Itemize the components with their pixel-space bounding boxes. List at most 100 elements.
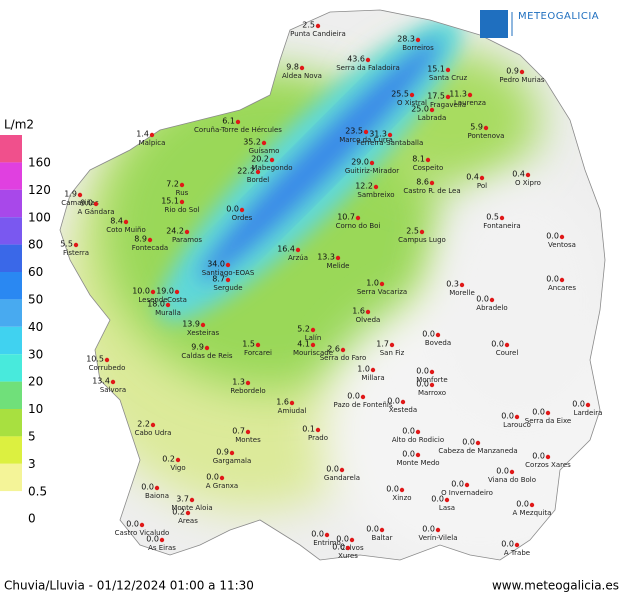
station-dot — [299, 65, 305, 71]
station-dot — [389, 342, 395, 348]
station-value: 0.0 — [146, 535, 159, 544]
station-name: Fontecada — [132, 244, 168, 252]
station-name: Bordel — [247, 176, 270, 184]
station-dot — [93, 201, 99, 207]
station-name: Entrimo — [313, 539, 341, 547]
station-dot — [204, 345, 210, 351]
station-dot — [185, 510, 191, 516]
station-dot — [445, 67, 451, 73]
legend-label: 10 — [28, 402, 43, 416]
legend-swatch — [0, 299, 22, 327]
caption: Chuvia/Lluvia - 01/12/2024 01:00 a 11:30 — [4, 579, 254, 593]
station-value: 28.3 — [397, 35, 415, 44]
station-dot — [370, 367, 376, 373]
station-dot — [310, 327, 316, 333]
station-value: 15.1 — [427, 65, 445, 74]
station-dot — [483, 125, 489, 131]
station-value: 1.6 — [276, 398, 289, 407]
station-value: 9.8 — [286, 63, 299, 72]
station-value: 13.3 — [317, 253, 335, 262]
station-dot — [261, 140, 267, 146]
legend-label: 50 — [28, 293, 43, 307]
station-name: Monte Medo — [396, 459, 439, 467]
station-name: Arzúa — [288, 254, 308, 262]
station-value: 8.6 — [416, 178, 429, 187]
station-dot — [545, 410, 551, 416]
station-value: 0.0 — [226, 205, 239, 214]
legend-swatch — [0, 189, 22, 218]
station-value: 29.0 — [351, 158, 369, 167]
station-dot — [444, 497, 450, 503]
station-value: 0.0 — [501, 412, 514, 421]
legend-swatch — [0, 436, 22, 464]
station-value: 2.2 — [137, 420, 150, 429]
station-name: Fisterra — [63, 249, 89, 257]
station-value: 0.4 — [512, 170, 525, 179]
station-value: 0.0 — [451, 480, 464, 489]
station-dot — [239, 207, 245, 213]
station-name: Millara — [361, 374, 384, 382]
station-dot — [360, 394, 366, 400]
station-value: 23.5 — [345, 127, 363, 136]
legend-swatch — [0, 409, 22, 437]
station-dot — [363, 129, 369, 135]
station-dot — [174, 289, 180, 295]
station-dot — [104, 357, 110, 363]
legend-label: 0.5 — [28, 484, 47, 498]
station-dot — [77, 192, 83, 198]
station-dot — [139, 522, 145, 528]
station-dot — [525, 172, 531, 178]
legend-swatch — [0, 491, 22, 519]
station-dot — [219, 475, 225, 481]
station-value: 0.0 — [387, 397, 400, 406]
station-value: 0.0 — [532, 408, 545, 417]
station-value: 0.0 — [416, 380, 429, 389]
legend-swatch — [0, 381, 22, 409]
station-dot — [189, 497, 195, 503]
legend-label: 40 — [28, 320, 43, 334]
station-dot — [165, 302, 171, 308]
station-name: Ancares — [548, 284, 576, 292]
station-dot — [509, 469, 515, 475]
station-dot — [499, 215, 505, 221]
station-name: Campus Lugo — [398, 236, 446, 244]
station-name: Lalín — [305, 334, 322, 342]
station-name: Costa — [167, 296, 187, 304]
station-name: Borreiros — [402, 44, 434, 52]
station-dot — [154, 485, 160, 491]
station-value: 13.9 — [182, 320, 200, 329]
station-value: 0.0 — [462, 438, 475, 447]
station-value: 0.0 — [422, 525, 435, 534]
station-name: Labrada — [418, 114, 447, 122]
station-name: Alto do Rodicio — [392, 436, 444, 444]
station-dot — [585, 402, 591, 408]
station-value: 10.0 — [132, 287, 150, 296]
station: 0.4O Xipro — [512, 170, 541, 188]
station-name: Fontaneira — [483, 222, 520, 230]
station-dot — [429, 369, 435, 375]
station-name: Camariñas — [61, 199, 99, 207]
station-dot — [415, 37, 421, 43]
station-value: 0.0 — [532, 452, 545, 461]
legend-swatch — [0, 217, 22, 245]
station-dot — [179, 199, 185, 205]
station-name: Paramos — [172, 236, 202, 244]
